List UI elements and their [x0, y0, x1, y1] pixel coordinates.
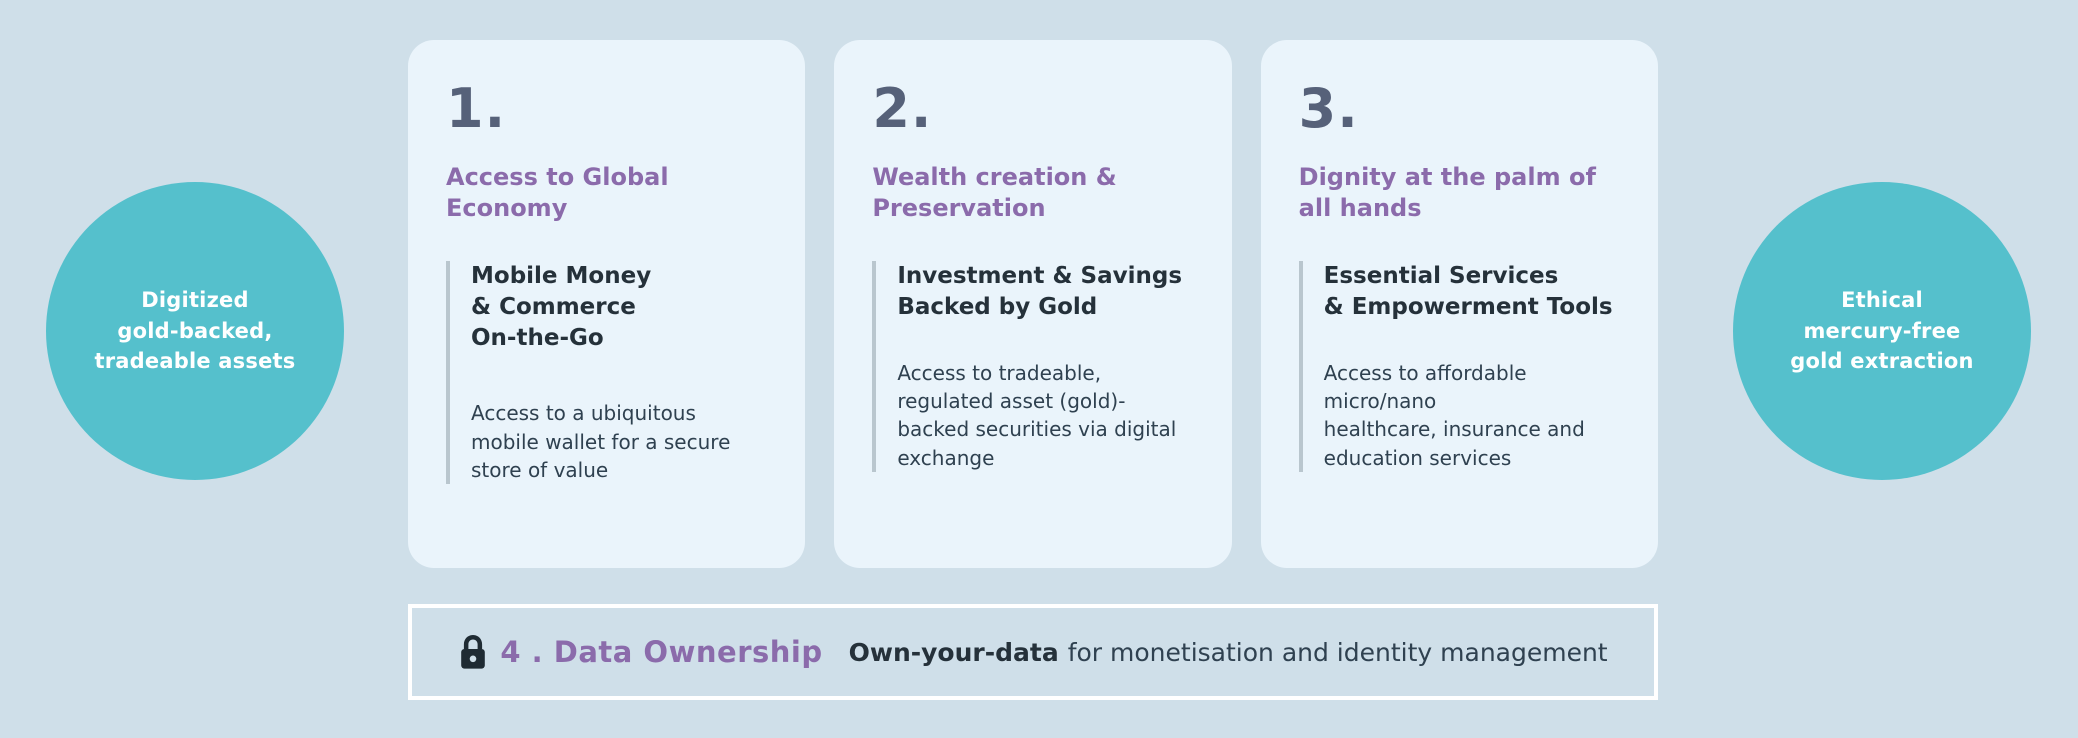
pillar-cards-row: 1. Access to Global Economy Mobile Money… [408, 40, 1658, 570]
card-text: Access to a ubiquitous mobile wallet for… [471, 401, 731, 482]
left-circle-badge: Digitized gold-backed, tradeable assets [46, 182, 344, 480]
data-ownership-banner[interactable]: 4 . Data Ownership Own-your-data for mon… [408, 604, 1658, 700]
pillar-card-1[interactable]: 1. Access to Global Economy Mobile Money… [408, 40, 806, 568]
card-heading: Access to Global Economy [446, 163, 669, 222]
card-number: 3. [1298, 77, 1359, 140]
card-subheading: Essential Services & Empowerment Tools [1323, 263, 1613, 321]
banner-number-label: 4 . Data Ownership [500, 635, 823, 669]
left-circle-label: Digitized gold-backed, tradeable assets [94, 288, 296, 374]
card-body: Mobile Money & Commerce On-the-Go Access… [446, 261, 767, 485]
card-heading: Dignity at the palm of all hands [1298, 163, 1596, 222]
right-circle-label: Ethical mercury-free gold extraction [1790, 288, 1974, 374]
card-number: 1. [446, 77, 507, 140]
pillar-card-2[interactable]: 2. Wealth creation & Preservation Invest… [834, 40, 1232, 568]
card-number: 2. [872, 77, 933, 140]
card-subheading: Investment & Savings Backed by Gold [897, 263, 1183, 321]
pillar-card-3[interactable]: 3. Dignity at the palm of all hands Esse… [1260, 40, 1658, 568]
card-body: Essential Services & Empowerment Tools A… [1298, 261, 1620, 473]
card-text: Access to affordable micro/nano healthca… [1323, 360, 1585, 470]
lock-icon [458, 634, 488, 670]
banner-rest-text: for monetisation and identity management [1067, 637, 1608, 667]
card-text: Access to tradeable, regulated asset (go… [897, 360, 1177, 470]
card-subheading: Mobile Money & Commerce On-the-Go [471, 263, 652, 351]
card-body: Investment & Savings Backed by Gold Acce… [872, 261, 1193, 473]
banner-strong-text: Own-your-data [848, 637, 1059, 667]
card-heading: Wealth creation & Preservation [872, 163, 1117, 222]
right-circle-badge: Ethical mercury-free gold extraction [1733, 182, 2031, 480]
